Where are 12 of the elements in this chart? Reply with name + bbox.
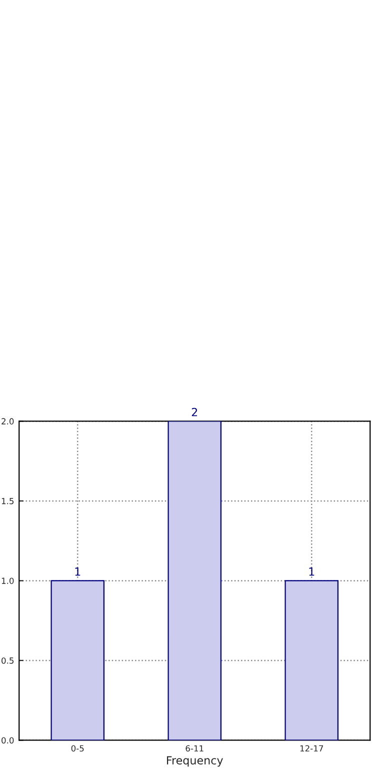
x-axis-title: Frequency (167, 756, 223, 767)
x-tick-label: 6-11 (186, 745, 204, 752)
data-label: 1 (309, 568, 314, 576)
data-label: 2 (192, 408, 198, 416)
x-tick-label: 12-17 (300, 745, 324, 752)
y-tick-label: 0.0 (2, 737, 14, 744)
y-tick-label: 2.0 (2, 418, 14, 424)
data-label: 1 (75, 568, 80, 576)
x-tick-label: 0-5 (71, 745, 84, 752)
y-tick-label: 1.5 (2, 498, 14, 504)
y-tick-label: 1.0 (2, 578, 14, 584)
y-tick-label: 0.5 (2, 657, 14, 664)
